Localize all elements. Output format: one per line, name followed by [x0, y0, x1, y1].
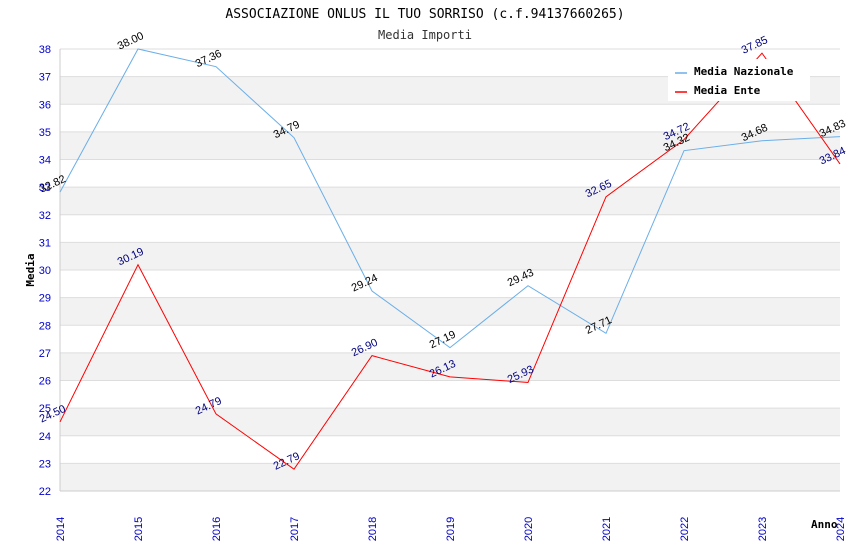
grid-band: [60, 131, 840, 160]
x-tick-label: 2020: [523, 517, 535, 541]
legend-box: [668, 59, 810, 101]
x-tick-label: 2024: [835, 517, 847, 541]
series-line-2: [59, 52, 841, 470]
grid-lines: [60, 48, 840, 492]
axes: [59, 49, 840, 492]
x-tick-label: 2014: [55, 517, 67, 541]
grid-band: [60, 463, 840, 491]
series-lines: [59, 48, 841, 470]
grid-band: [60, 408, 840, 436]
y-tick-label: 23: [39, 458, 51, 470]
data-label-series-1: 27.19: [428, 329, 458, 352]
y-tick-label: 29: [39, 293, 51, 305]
y-tick-label: 27: [39, 348, 51, 360]
chart-subtitle: Media Importi: [378, 28, 472, 42]
legend: Media Nazionale Media Ente: [668, 59, 810, 101]
y-tick-label: 37: [39, 72, 51, 84]
grid-band: [60, 297, 840, 326]
grid-band: [60, 352, 840, 381]
y-tick-label: 35: [39, 127, 51, 139]
y-tick-label: 22: [39, 486, 51, 498]
y-tick-label: 32: [39, 210, 51, 222]
y-tick-label: 25: [39, 403, 51, 415]
y-tick-label: 34: [39, 155, 51, 167]
chart-title: ASSOCIAZIONE ONLUS IL TUO SORRISO (c.f.9…: [225, 7, 624, 22]
legend-label-series-1: Media Nazionale: [694, 65, 794, 78]
x-tick-label: 2019: [445, 517, 457, 541]
grid-band: [60, 187, 840, 215]
y-tick-label: 24: [39, 431, 51, 443]
x-tick-label: 2022: [679, 517, 691, 541]
y-axis-ticks: 22 23 24 25 26 27 28 29 30 31 32 33 34 35 36 37 38: [39, 44, 51, 498]
y-tick-label: 33: [39, 182, 51, 194]
data-label-series-1: 37.36: [194, 48, 224, 71]
x-tick-label: 2021: [601, 517, 613, 541]
y-tick-label: 31: [39, 237, 51, 249]
x-tick-label: 2015: [133, 517, 145, 541]
y-tick-label: 36: [39, 99, 51, 111]
y-axis-label: Media: [24, 253, 37, 286]
x-tick-label: 2018: [367, 517, 379, 541]
x-tick-label: 2023: [757, 517, 769, 541]
legend-label-series-2: Media Ente: [694, 84, 761, 97]
x-axis-ticks: 2014 2015 2016 2017 2018 2019 2020 2021 2022 2023…: [55, 517, 847, 541]
y-tick-label: 28: [39, 320, 51, 332]
data-label-series-1: 29.24: [350, 272, 380, 295]
y-tick-label: 38: [39, 44, 51, 56]
x-tick-label: 2016: [211, 517, 223, 541]
grid-bands: [60, 76, 840, 491]
y-tick-label: 30: [39, 265, 51, 277]
y-tick-label: 26: [39, 376, 51, 388]
data-label-series-2: 37.85: [740, 34, 770, 57]
x-tick-label: 2017: [289, 517, 301, 541]
grid-band: [60, 242, 840, 270]
series-line-1: [59, 48, 841, 349]
x-axis-label: Anno: [811, 518, 838, 531]
